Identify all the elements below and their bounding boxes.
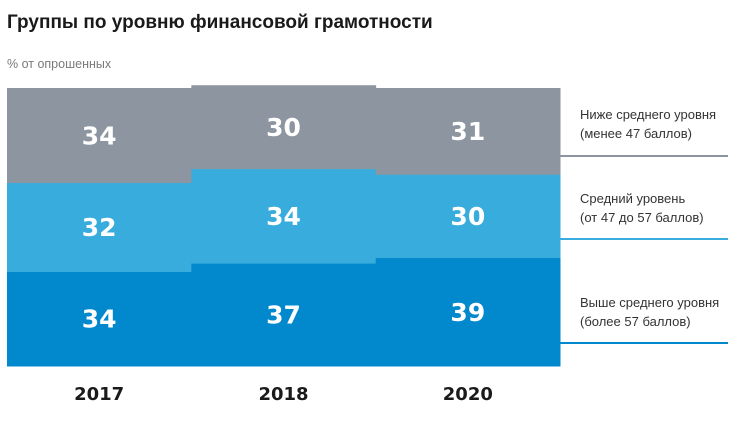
data-label: 30 <box>450 202 485 231</box>
data-label: 34 <box>82 305 117 334</box>
data-label: 32 <box>82 213 117 242</box>
bar-segment <box>375 88 561 175</box>
legend-item-average: Средний уровень (от 47 до 57 баллов) <box>580 189 704 227</box>
data-label: 39 <box>450 298 485 327</box>
data-label: 30 <box>266 113 301 142</box>
legend-divider <box>560 155 728 157</box>
legend-note: (более 57 баллов) <box>580 314 691 329</box>
data-label: 34 <box>82 121 117 150</box>
legend-item-below-average: Ниже среднего уровня (менее 47 баллов) <box>580 105 716 143</box>
bar-segment <box>191 168 377 264</box>
data-label: 31 <box>450 117 485 146</box>
legend-note: (менее 47 баллов) <box>580 126 692 141</box>
data-label: 34 <box>266 202 301 231</box>
legend-note: (от 47 до 57 баллов) <box>580 210 704 225</box>
x-tick-label: 2018 <box>258 384 308 405</box>
legend-divider <box>560 342 728 344</box>
bar-segment <box>191 263 377 367</box>
legend-divider <box>560 238 728 240</box>
bar-segment <box>7 182 192 272</box>
legend-label: Выше среднего уровня <box>580 295 720 310</box>
legend-label: Ниже среднего уровня <box>580 107 717 122</box>
bar-segment <box>375 174 561 259</box>
bar-segment <box>7 88 192 184</box>
chart-title: Группы по уровню финансовой грамотности <box>7 12 433 33</box>
bar-segment <box>375 257 561 367</box>
legend-label: Средний уровень <box>580 191 686 206</box>
x-tick-label: 2017 <box>74 384 124 405</box>
bar-segment <box>191 85 377 170</box>
chart-subtitle: % от опрошенных <box>7 57 112 71</box>
data-label: 37 <box>266 301 301 330</box>
bar-segment <box>7 271 192 367</box>
x-tick-label: 2020 <box>443 384 493 405</box>
legend-item-above-average: Выше среднего уровня (более 57 баллов) <box>580 293 719 331</box>
